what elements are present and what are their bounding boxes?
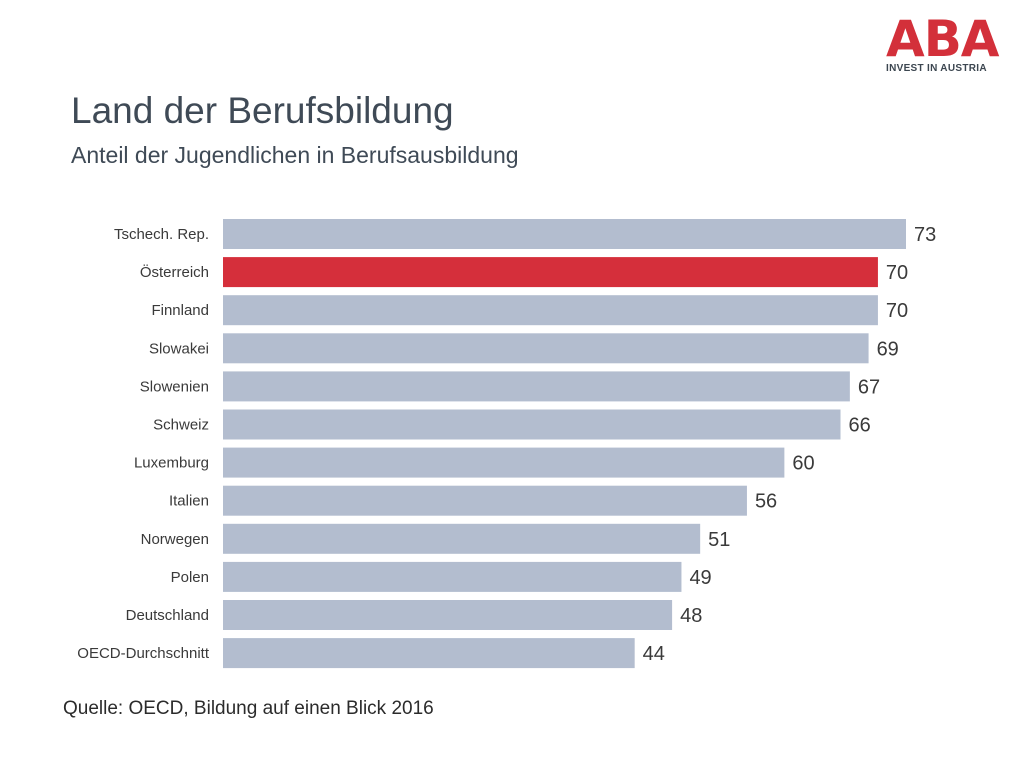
category-label: Österreich <box>140 263 209 281</box>
data-label: 49 <box>689 567 711 589</box>
bar <box>223 447 785 478</box>
data-label: 73 <box>914 224 936 246</box>
data-label: 70 <box>886 262 908 284</box>
bar-row: Norwegen 51 <box>141 523 730 554</box>
bar-row: Polen 49 <box>171 561 712 592</box>
bar-row: Schweiz 66 <box>153 409 871 440</box>
bar <box>223 295 878 326</box>
category-label: Deutschland <box>126 607 209 624</box>
category-label: Slowenien <box>140 378 209 395</box>
bar-row: Luxemburg 60 <box>134 447 815 478</box>
category-label: OECD-Durchschnitt <box>77 645 210 662</box>
category-label: Norwegen <box>141 531 209 548</box>
bar <box>223 523 701 554</box>
aba-logo: ABA INVEST IN AUSTRIA <box>886 10 1000 74</box>
data-label: 44 <box>643 643 665 665</box>
category-label: Polen <box>171 569 209 586</box>
bar <box>223 561 682 592</box>
bar <box>223 600 673 630</box>
bar <box>223 333 869 364</box>
bar-row: OECD-Durchschnitt 44 <box>77 638 665 669</box>
bar <box>223 485 747 516</box>
bar-row: Deutschland 48 <box>126 600 702 630</box>
logo-tagline: INVEST IN AUSTRIA <box>886 63 987 74</box>
page-subtitle: Anteil der Jugendlichen in Berufsausbild… <box>71 142 519 168</box>
bar <box>223 409 841 440</box>
bar-row: Tschech. Rep. 73 <box>114 219 936 249</box>
category-label: Luxemburg <box>134 455 209 472</box>
bar-row: Slowenien 67 <box>140 371 880 402</box>
bar-row: Italien 56 <box>169 485 777 516</box>
category-label: Italien <box>169 493 209 510</box>
category-label: Schweiz <box>153 417 209 434</box>
data-label: 70 <box>886 300 908 322</box>
bar-row: Österreich 70 <box>140 257 908 288</box>
data-label: 60 <box>792 453 814 475</box>
data-label: 66 <box>849 415 871 437</box>
data-label: 48 <box>680 605 702 627</box>
bar-row: Finnland 70 <box>151 295 908 326</box>
bar <box>223 219 906 249</box>
data-label: 69 <box>877 338 899 360</box>
bar <box>223 257 878 288</box>
data-label: 51 <box>708 529 730 551</box>
data-label: 67 <box>858 376 880 398</box>
source-note: Quelle: OECD, Bildung auf einen Blick 20… <box>63 698 434 719</box>
category-label: Finnland <box>151 302 209 319</box>
bar-row: Slowakei 69 <box>149 333 899 364</box>
category-label: Slowakei <box>149 340 209 357</box>
logo-mark: ABA <box>886 10 1000 68</box>
page-title: Land der Berufsbildung <box>71 90 454 131</box>
category-label: Tschech. Rep. <box>114 226 209 243</box>
bar <box>223 371 850 402</box>
bar <box>223 638 635 669</box>
data-label: 56 <box>755 491 777 513</box>
